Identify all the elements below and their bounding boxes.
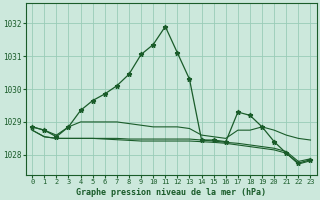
X-axis label: Graphe pression niveau de la mer (hPa): Graphe pression niveau de la mer (hPa) — [76, 188, 266, 197]
